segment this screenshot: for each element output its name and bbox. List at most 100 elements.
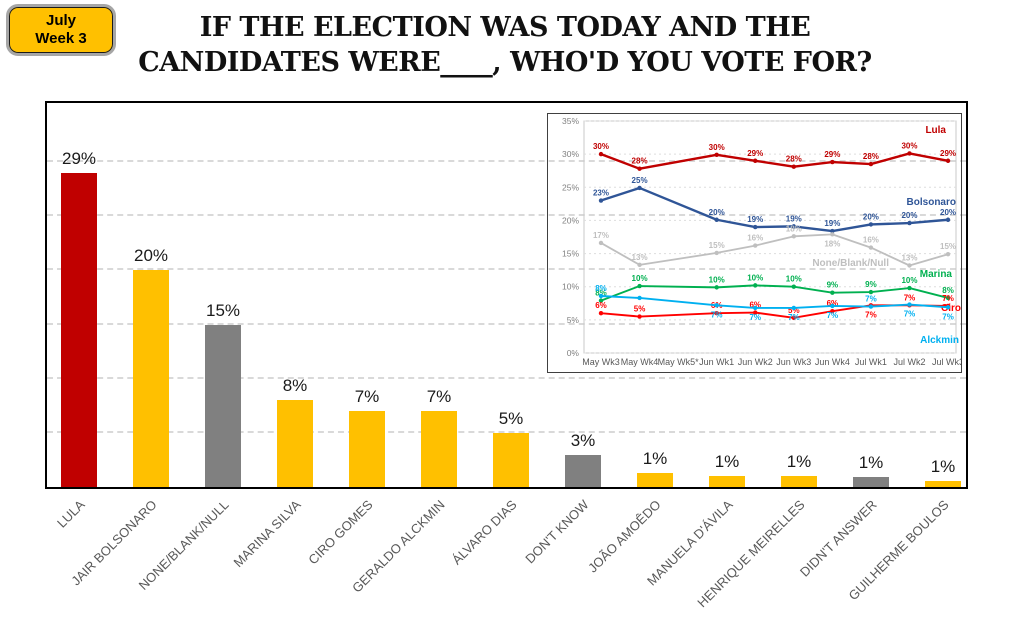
- data-point-label: 10%: [709, 275, 725, 284]
- data-point-label: 20%: [940, 208, 956, 217]
- bar-1: [61, 172, 97, 487]
- data-point: [714, 250, 719, 256]
- line-alckmin: [600, 295, 949, 309]
- bar-value-label: 1%: [930, 456, 956, 476]
- data-point-label: 28%: [786, 155, 802, 164]
- data-point: [945, 158, 951, 163]
- inset-xtick: Jul Wk3: [932, 357, 961, 367]
- bar-value-label: 7%: [426, 387, 452, 407]
- bar-value-label: 1%: [858, 453, 884, 473]
- main-gridline-25: [47, 214, 966, 217]
- data-point-label: 25%: [632, 176, 648, 185]
- category-label: ÁLVARO DIAS: [449, 497, 520, 568]
- bar-value-label: 29%: [61, 148, 97, 168]
- data-point-label: 20%: [709, 208, 725, 217]
- data-point: [830, 309, 835, 314]
- data-point-label: 8%: [942, 286, 954, 295]
- data-point: [637, 262, 642, 268]
- data-point-label: 13%: [901, 253, 917, 262]
- bar-value-label: 8%: [282, 376, 308, 396]
- bar-value-label: 3%: [570, 430, 596, 450]
- data-point: [714, 152, 719, 157]
- series-name-alckmin: Alckmin: [920, 335, 959, 346]
- data-point-label: 10%: [786, 275, 802, 284]
- data-point-label: 7%: [904, 293, 916, 302]
- data-point: [907, 302, 912, 307]
- data-point-label: 20%: [901, 211, 917, 220]
- category-label: HENRIQUE MEIRELLES: [694, 497, 808, 611]
- inset-ytick: 15%: [562, 249, 579, 259]
- data-point: [830, 290, 835, 295]
- data-point-label: 13%: [632, 253, 648, 262]
- category-label: DON'T KNOW: [522, 497, 592, 567]
- data-point-label: 7%: [942, 312, 954, 321]
- series-name-bolsonaro: Bolsonaro: [907, 197, 956, 208]
- bar-value-label: 1%: [642, 448, 668, 468]
- badge-week: Week 3: [35, 30, 87, 47]
- data-point: [791, 164, 796, 169]
- data-point: [791, 234, 796, 239]
- data-point: [637, 166, 642, 171]
- title-line-1: IF THE ELECTION WAS TODAY AND THE: [199, 12, 811, 43]
- data-point-label: 29%: [747, 149, 763, 158]
- data-point: [945, 252, 951, 257]
- bar-value-label: 20%: [133, 246, 169, 266]
- main-gridline-30: [47, 160, 966, 163]
- badge-month: July: [45, 12, 76, 29]
- data-point: [907, 220, 912, 226]
- bar-value-label: 1%: [786, 452, 812, 472]
- data-point: [945, 295, 951, 301]
- data-point-label: 23%: [593, 189, 609, 198]
- main-gridline-5: [47, 430, 966, 433]
- inset-xtick: Jun Wk4: [815, 357, 850, 367]
- data-point: [598, 293, 604, 299]
- line-bolsonaro: [600, 186, 949, 233]
- data-point: [753, 305, 758, 311]
- data-point: [830, 303, 835, 309]
- inset-xtick: Jun Wk3: [776, 357, 811, 367]
- data-point-label: 19%: [747, 215, 763, 224]
- data-point: [830, 159, 835, 165]
- data-point: [714, 311, 719, 316]
- bar-4: [277, 400, 313, 487]
- inset-ytick: 0%: [567, 348, 580, 358]
- line-lula: [600, 152, 949, 170]
- data-point-label: 29%: [824, 150, 840, 159]
- data-point-label: 7%: [942, 294, 954, 303]
- category-label: JOÃO AMOÊDO: [585, 497, 664, 576]
- data-point-label: 7%: [865, 295, 877, 304]
- data-point: [868, 304, 874, 309]
- data-point: [868, 245, 874, 250]
- data-point-label: 9%: [865, 280, 877, 289]
- category-label: GUILHERME BOULOS: [845, 497, 952, 604]
- data-point-label: 28%: [632, 157, 648, 166]
- data-point: [753, 310, 758, 315]
- inset-xtick: Jul Wk1: [855, 357, 887, 367]
- date-badge: July Week 3: [6, 4, 116, 56]
- data-point: [753, 158, 758, 163]
- category-label: DIDN'T ANSWER: [796, 497, 880, 580]
- data-point-label: 7%: [827, 311, 839, 320]
- main-gridline-20: [47, 268, 966, 271]
- series-name-lula: Lula: [925, 125, 946, 136]
- data-point: [791, 284, 796, 289]
- category-label: JAIR BOLSONARO: [68, 497, 160, 589]
- data-point-label: 17%: [593, 231, 609, 240]
- data-point-label: 7%: [749, 313, 761, 322]
- data-point-label: 16%: [863, 236, 879, 245]
- category-label: NONE/BLANK/NULL: [135, 497, 232, 593]
- trend-inset-chart: 0% 5% 10% 15% 20% 25% 30% 35% May Wk3 May Wk4 May …: [547, 113, 962, 373]
- data-point-label: 30%: [593, 142, 609, 151]
- data-point: [907, 285, 912, 291]
- data-point-label: 20%: [863, 212, 879, 221]
- data-point: [598, 151, 604, 157]
- data-point-label: 19%: [786, 214, 802, 223]
- bar-value-label: 5%: [498, 408, 524, 428]
- inset-ytick: 25%: [562, 182, 579, 192]
- bar-7: [493, 432, 529, 487]
- data-point-label: 10%: [901, 276, 917, 285]
- data-point: [714, 303, 719, 308]
- data-point: [791, 224, 796, 229]
- data-point-label: 15%: [709, 241, 725, 250]
- bar-11: [781, 476, 817, 487]
